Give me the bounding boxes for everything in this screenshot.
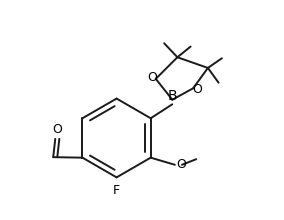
Text: O: O bbox=[192, 82, 202, 95]
Text: O: O bbox=[176, 158, 186, 171]
Text: O: O bbox=[52, 123, 62, 136]
Text: B: B bbox=[168, 89, 177, 103]
Text: O: O bbox=[147, 71, 157, 84]
Text: F: F bbox=[113, 185, 120, 198]
